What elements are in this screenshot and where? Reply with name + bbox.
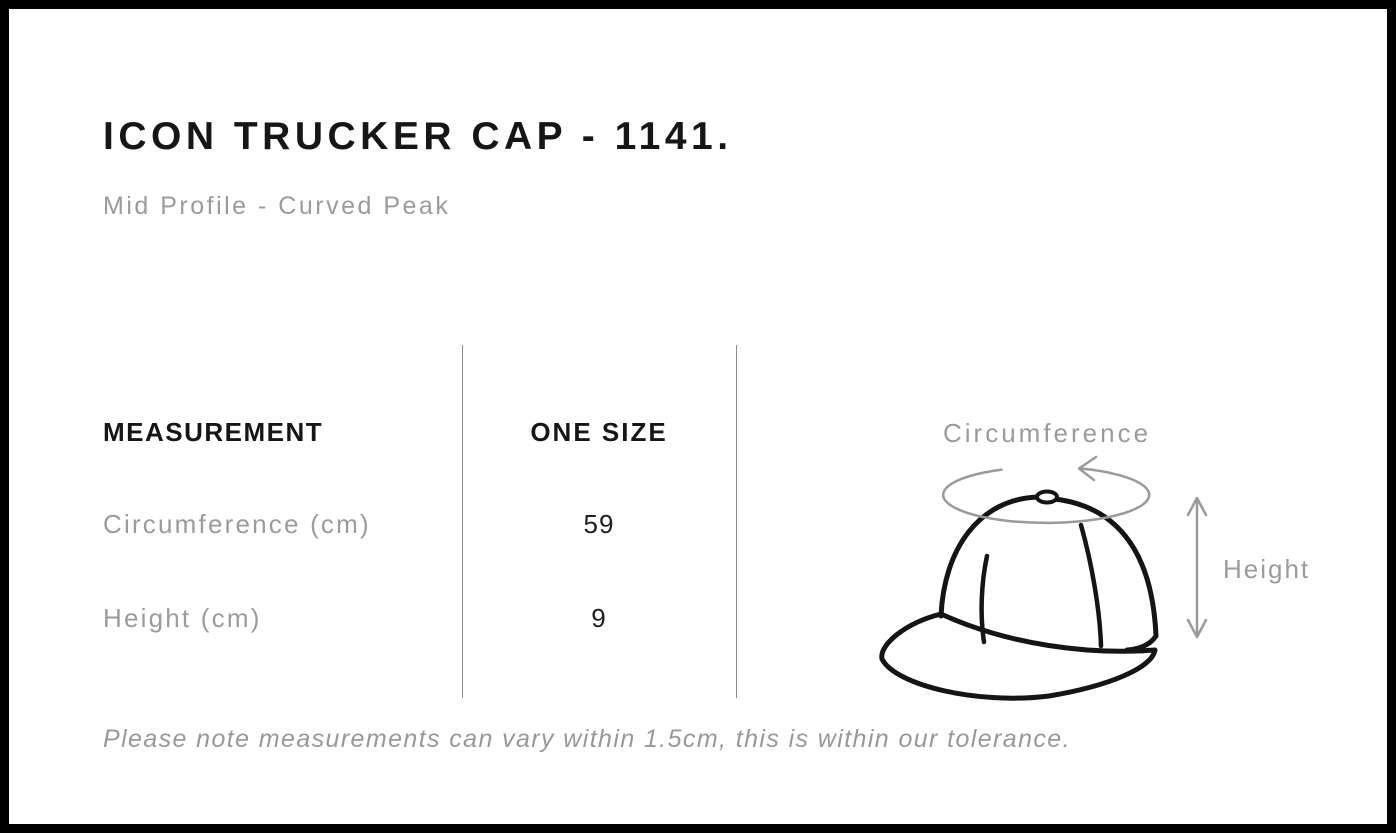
page-subtitle: Mid Profile - Curved Peak bbox=[103, 192, 451, 220]
circumference-annotation-label: Circumference bbox=[943, 418, 1152, 448]
cap-brim bbox=[879, 611, 1158, 701]
circumference-value: 59 bbox=[583, 509, 615, 539]
tolerance-note: Please note measurements can vary within… bbox=[103, 725, 1071, 753]
circumference-row-label: Circumference (cm) bbox=[103, 509, 371, 539]
circumference-arrowhead-icon bbox=[1077, 455, 1098, 482]
circumference-arrow-icon bbox=[941, 467, 1151, 525]
cap-side-seam bbox=[1078, 522, 1104, 649]
cap-crown bbox=[938, 494, 1041, 619]
height-value: 9 bbox=[591, 603, 607, 633]
cap-button bbox=[1035, 489, 1059, 505]
cap-front-seam bbox=[979, 553, 990, 645]
table-divider-left bbox=[462, 345, 463, 698]
cap-line-art bbox=[879, 455, 1208, 701]
height-annotation-label: Height bbox=[1223, 554, 1311, 584]
cap-crown-bottom-right bbox=[1124, 633, 1159, 653]
one-size-column-header: ONE SIZE bbox=[530, 417, 668, 447]
table-divider-right bbox=[736, 345, 737, 698]
height-arrow-icon bbox=[1186, 496, 1208, 639]
height-row-label: Height (cm) bbox=[103, 603, 262, 633]
measurement-column-header: MEASUREMENT bbox=[103, 417, 324, 447]
cap-crown-right bbox=[1052, 496, 1159, 639]
page-title: ICON TRUCKER CAP - 1141. bbox=[103, 115, 733, 158]
